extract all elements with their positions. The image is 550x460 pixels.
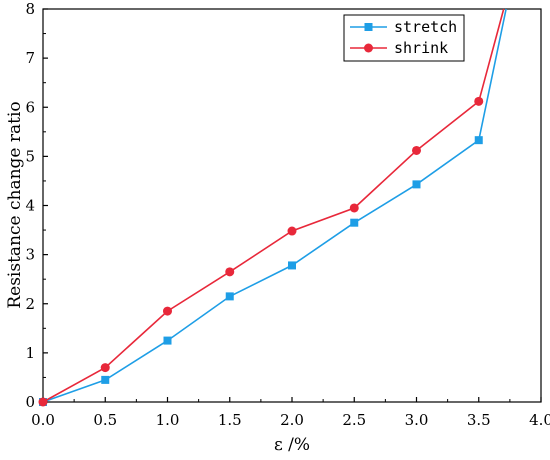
data-point-stretch xyxy=(163,336,172,345)
series-line-stretch xyxy=(42,8,507,403)
y-tick-label: 5 xyxy=(25,147,35,165)
legend-marker-shrink xyxy=(364,43,373,53)
data-point-shrink xyxy=(163,306,172,316)
data-point-shrink xyxy=(225,267,235,277)
series-layer xyxy=(38,8,507,407)
y-tick-label: 0 xyxy=(25,393,35,411)
y-tick-label: 1 xyxy=(25,344,35,362)
x-axis-title: ε /% xyxy=(274,435,310,455)
data-point-shrink xyxy=(349,203,359,213)
legend-label-shrink: shrink xyxy=(394,39,448,57)
x-tick-label: 2.0 xyxy=(280,411,304,429)
data-point-stretch xyxy=(350,218,359,227)
x-tick-label: 1.5 xyxy=(218,411,242,429)
x-tick-label: 4.0 xyxy=(529,411,550,429)
y-tick-label: 3 xyxy=(25,246,35,264)
plot-frame xyxy=(42,8,542,403)
legend-marker-stretch xyxy=(364,23,373,31)
data-point-shrink xyxy=(100,363,110,373)
data-point-shrink xyxy=(287,226,297,236)
legend-box xyxy=(343,14,465,62)
x-tick-label: 3.0 xyxy=(405,411,429,429)
y-tick-label: 4 xyxy=(25,197,35,215)
data-point-stretch xyxy=(288,261,296,270)
y-axis-ticks: 0 1 2 3 4 5 6 7 8 xyxy=(25,0,48,411)
x-axis-ticks: 0.0 0.5 1.0 1.5 2.0 2.5 3.0 3.5 4.0 xyxy=(31,397,550,429)
x-tick-label: 2.5 xyxy=(342,411,366,429)
y-tick-label: 8 xyxy=(25,0,35,18)
x-tick-label: 0.5 xyxy=(93,411,117,429)
data-point-stretch xyxy=(412,180,421,189)
data-point-stretch xyxy=(101,375,110,384)
y-tick-label: 7 xyxy=(25,49,35,67)
data-point-stretch xyxy=(474,136,483,145)
y-tick-label: 2 xyxy=(25,295,35,313)
x-tick-label: 3.5 xyxy=(467,411,491,429)
series-line-shrink xyxy=(42,8,505,403)
y-tick-label: 6 xyxy=(25,98,35,116)
data-point-shrink xyxy=(38,397,48,407)
legend: stretch shrink xyxy=(343,14,465,62)
data-point-shrink xyxy=(474,96,484,106)
y-axis-title: Resistance change ratio xyxy=(5,101,25,308)
x-tick-label: 1.0 xyxy=(156,411,180,429)
x-tick-label: 0.0 xyxy=(31,411,55,429)
data-point-stretch xyxy=(225,292,234,301)
data-point-shrink xyxy=(412,145,421,155)
legend-label-stretch: stretch xyxy=(394,18,457,36)
